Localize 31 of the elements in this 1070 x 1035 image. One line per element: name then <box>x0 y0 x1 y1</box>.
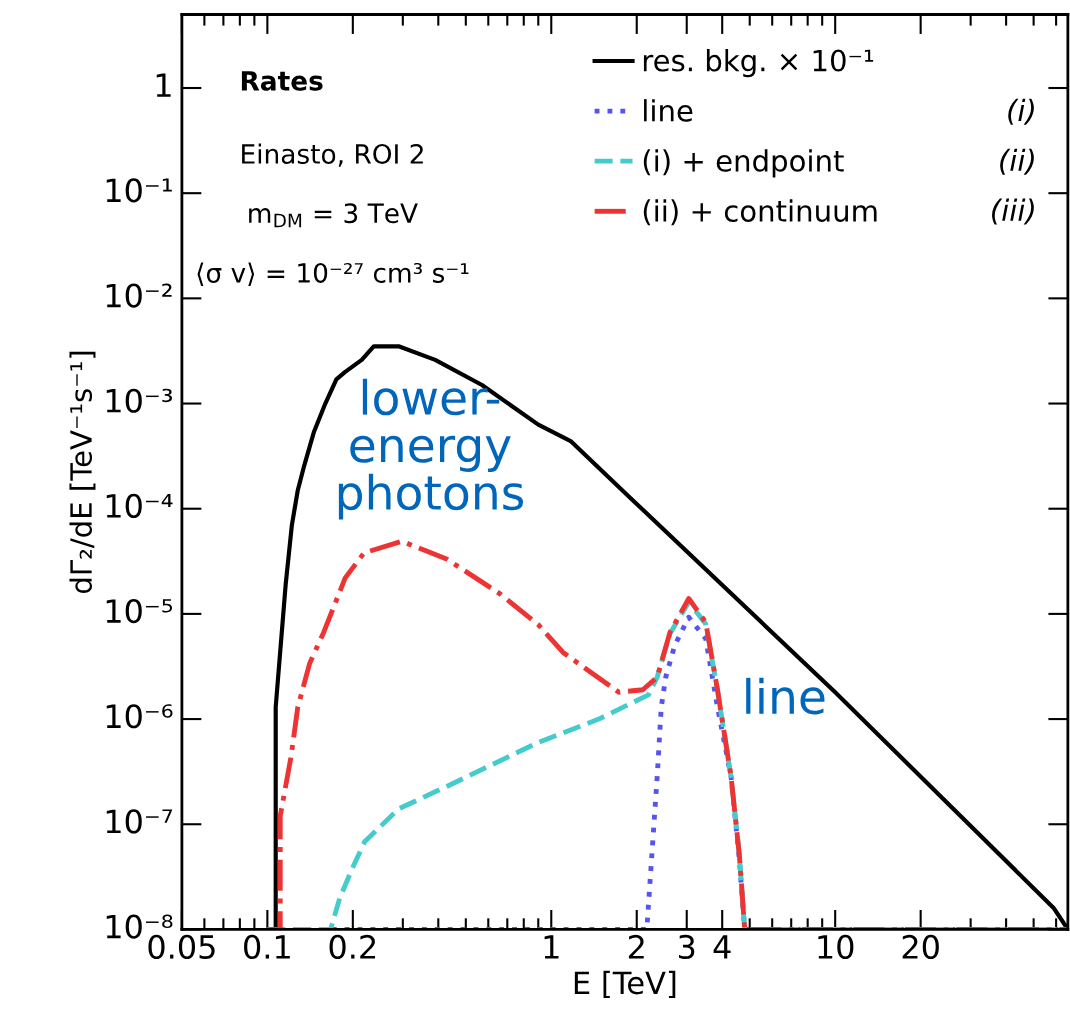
annotation: m$_{DM}$ = 3 TeV <box>249 203 418 228</box>
annotation: (iii) <box>992 198 1034 225</box>
y-tick-label: 10⁻¹ <box>106 178 172 203</box>
x-tick-label: 20 <box>902 934 939 960</box>
legend-label: res. bkg. × 10⁻¹ <box>643 49 874 78</box>
x-tick-label: 0.1 <box>244 934 290 960</box>
y-tick-label: 10⁻⁷ <box>106 809 173 834</box>
x-tick-label: 4 <box>713 935 731 959</box>
annotation: Rates <box>241 71 323 91</box>
x-axis-title: E [TeV] <box>574 970 676 999</box>
x-tick-label: 2 <box>628 934 644 959</box>
y-tick-label: 10⁻² <box>106 283 172 308</box>
x-tick-label: 0.2 <box>329 934 376 960</box>
annotation: (i) <box>1008 98 1034 125</box>
annotation: lower- energy photons <box>338 378 524 520</box>
y-tick-label: 10⁻⁴ <box>106 493 173 518</box>
y-tick-label: 10⁻⁵ <box>106 599 173 624</box>
annotation: ⟨σ v⟩ = 10⁻²⁷ cm³ s⁻¹ <box>197 262 469 287</box>
x-tick-label: 10 <box>818 934 854 960</box>
y-tick-label: 10⁻⁶ <box>106 704 173 729</box>
y-tick-label: 10⁻³ <box>106 388 172 413</box>
annotation: (ii) <box>1000 148 1034 175</box>
x-tick-label: 1 <box>544 935 559 959</box>
annotation: line <box>746 677 825 715</box>
legend-label: line <box>644 99 693 122</box>
y-tick-label: 1 <box>156 73 171 97</box>
legend-label: (i) + endpoint <box>643 149 844 178</box>
x-tick-label: 3 <box>679 934 695 960</box>
legend-label: (ii) + continuum <box>643 199 877 226</box>
annotation: Einasto, ROI 2 <box>242 143 423 167</box>
y-axis-title: dΓ₂/dE [TeV⁻¹s⁻¹] <box>69 351 96 594</box>
